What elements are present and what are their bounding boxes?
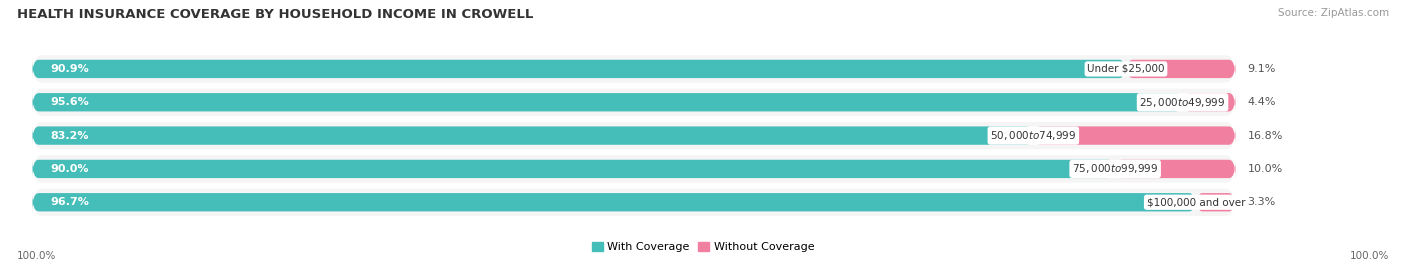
FancyBboxPatch shape	[1033, 126, 1236, 145]
Text: 90.0%: 90.0%	[51, 164, 89, 174]
Text: 10.0%: 10.0%	[1247, 164, 1282, 174]
Text: 83.2%: 83.2%	[51, 130, 89, 141]
Text: Under $25,000: Under $25,000	[1087, 64, 1164, 74]
Text: HEALTH INSURANCE COVERAGE BY HOUSEHOLD INCOME IN CROWELL: HEALTH INSURANCE COVERAGE BY HOUSEHOLD I…	[17, 8, 533, 21]
FancyBboxPatch shape	[32, 60, 1126, 78]
Text: 3.3%: 3.3%	[1247, 197, 1275, 207]
Text: 100.0%: 100.0%	[17, 251, 56, 261]
Text: 96.7%: 96.7%	[51, 197, 89, 207]
FancyBboxPatch shape	[32, 55, 1236, 83]
Text: $100,000 and over: $100,000 and over	[1146, 197, 1246, 207]
Text: 90.9%: 90.9%	[51, 64, 89, 74]
FancyBboxPatch shape	[32, 155, 1236, 183]
Text: 16.8%: 16.8%	[1247, 130, 1282, 141]
FancyBboxPatch shape	[1115, 160, 1236, 178]
FancyBboxPatch shape	[32, 193, 1195, 211]
FancyBboxPatch shape	[32, 126, 1033, 145]
FancyBboxPatch shape	[32, 93, 1182, 111]
FancyBboxPatch shape	[1126, 60, 1236, 78]
FancyBboxPatch shape	[32, 122, 1236, 149]
Text: 95.6%: 95.6%	[51, 97, 89, 107]
Text: $75,000 to $99,999: $75,000 to $99,999	[1071, 162, 1159, 175]
FancyBboxPatch shape	[32, 89, 1236, 116]
FancyBboxPatch shape	[1195, 193, 1236, 211]
Text: $50,000 to $74,999: $50,000 to $74,999	[990, 129, 1077, 142]
Text: 9.1%: 9.1%	[1247, 64, 1275, 74]
Text: 100.0%: 100.0%	[1350, 251, 1389, 261]
Legend: With Coverage, Without Coverage: With Coverage, Without Coverage	[588, 237, 818, 256]
FancyBboxPatch shape	[32, 189, 1236, 216]
Text: Source: ZipAtlas.com: Source: ZipAtlas.com	[1278, 8, 1389, 18]
Text: 4.4%: 4.4%	[1247, 97, 1277, 107]
FancyBboxPatch shape	[32, 160, 1115, 178]
Text: $25,000 to $49,999: $25,000 to $49,999	[1139, 96, 1226, 109]
FancyBboxPatch shape	[1182, 93, 1236, 111]
